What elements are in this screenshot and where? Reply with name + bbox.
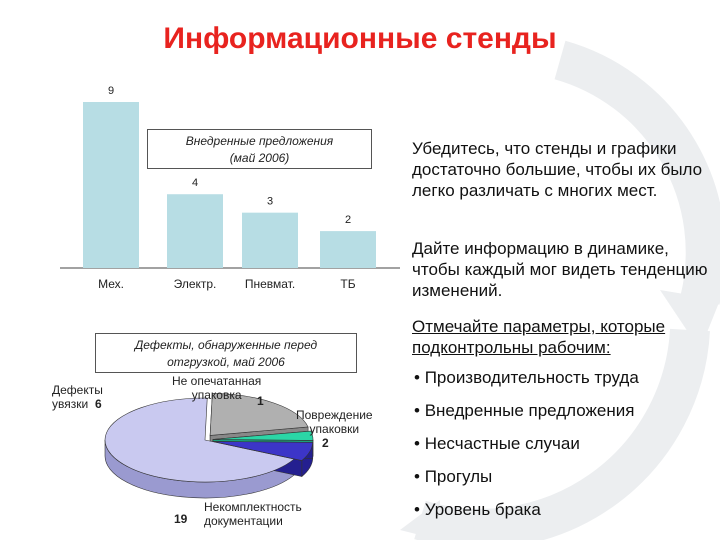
pie-chart	[104, 393, 314, 499]
pie-label-defects: Дефекты увязки	[52, 383, 103, 411]
bar-chart-title: Внедренные предложения (май 2006)	[147, 129, 372, 169]
parameter-item: Производительность труда	[414, 368, 714, 401]
bar-value-label: 2	[345, 214, 351, 226]
bar-category-label: Пневмат.	[245, 277, 295, 291]
advice-paragraph-1: Убедитесь, что стенды и графики достаточ…	[412, 139, 703, 200]
pie-label-incomplete: Некомплектность документации	[204, 500, 302, 528]
bar-0	[83, 102, 139, 268]
pie-label-damage: Повреждение упаковки	[296, 408, 373, 436]
bar-chart: 9 Мех. 4 Электр. 3 Пневмат. 2 ТБ	[60, 85, 400, 291]
bar-category-label: ТБ	[340, 277, 355, 291]
bar-category-label: Мех.	[98, 277, 124, 291]
pie-slice-2	[212, 430, 314, 441]
pie-value-unsealed: 1	[257, 394, 264, 408]
pie-label-unsealed: Не опечатанная упаковка	[172, 374, 262, 402]
bar-3	[320, 231, 376, 268]
page-title: Информационные стенды	[163, 22, 557, 55]
parameter-item: Внедренные предложения	[414, 401, 714, 434]
advice-paragraph-3: Отмечайте параметры, которые подконтроль…	[412, 316, 712, 358]
bar-value-label: 3	[267, 196, 273, 208]
pie-value-damage: 2	[322, 436, 329, 450]
pie-slice-1	[209, 393, 309, 436]
advice-paragraph-2: Дайте информацию в динамике, чтобы кажды…	[412, 239, 708, 300]
bar-chart-title-text: Внедренные предложения (май 2006)	[185, 134, 334, 165]
bar-2	[242, 212, 298, 268]
advice-paragraph-3-text: Отмечайте параметры, которые подконтроль…	[412, 317, 666, 357]
bar-1	[167, 194, 223, 268]
parameter-list: Производительность трудаВнедренные предл…	[414, 368, 714, 533]
pie-slice-0	[104, 397, 295, 483]
parameter-item: Уровень брака	[414, 500, 714, 533]
bar-category-label: Электр.	[174, 277, 217, 291]
pie-value-defects: 6	[95, 397, 102, 411]
pie-chart-title: Дефекты, обнаруженные перед отгрузкой, м…	[95, 333, 357, 373]
pie-chart-title-text: Дефекты, обнаруженные перед отгрузкой, м…	[134, 338, 318, 369]
parameter-item: Прогулы	[414, 467, 714, 500]
bar-value-label: 9	[108, 85, 114, 97]
pie-slice-3	[212, 441, 314, 461]
parameter-item: Несчастные случаи	[414, 434, 714, 467]
bar-value-label: 4	[192, 177, 198, 189]
pie-value-incomplete: 19	[174, 512, 188, 526]
